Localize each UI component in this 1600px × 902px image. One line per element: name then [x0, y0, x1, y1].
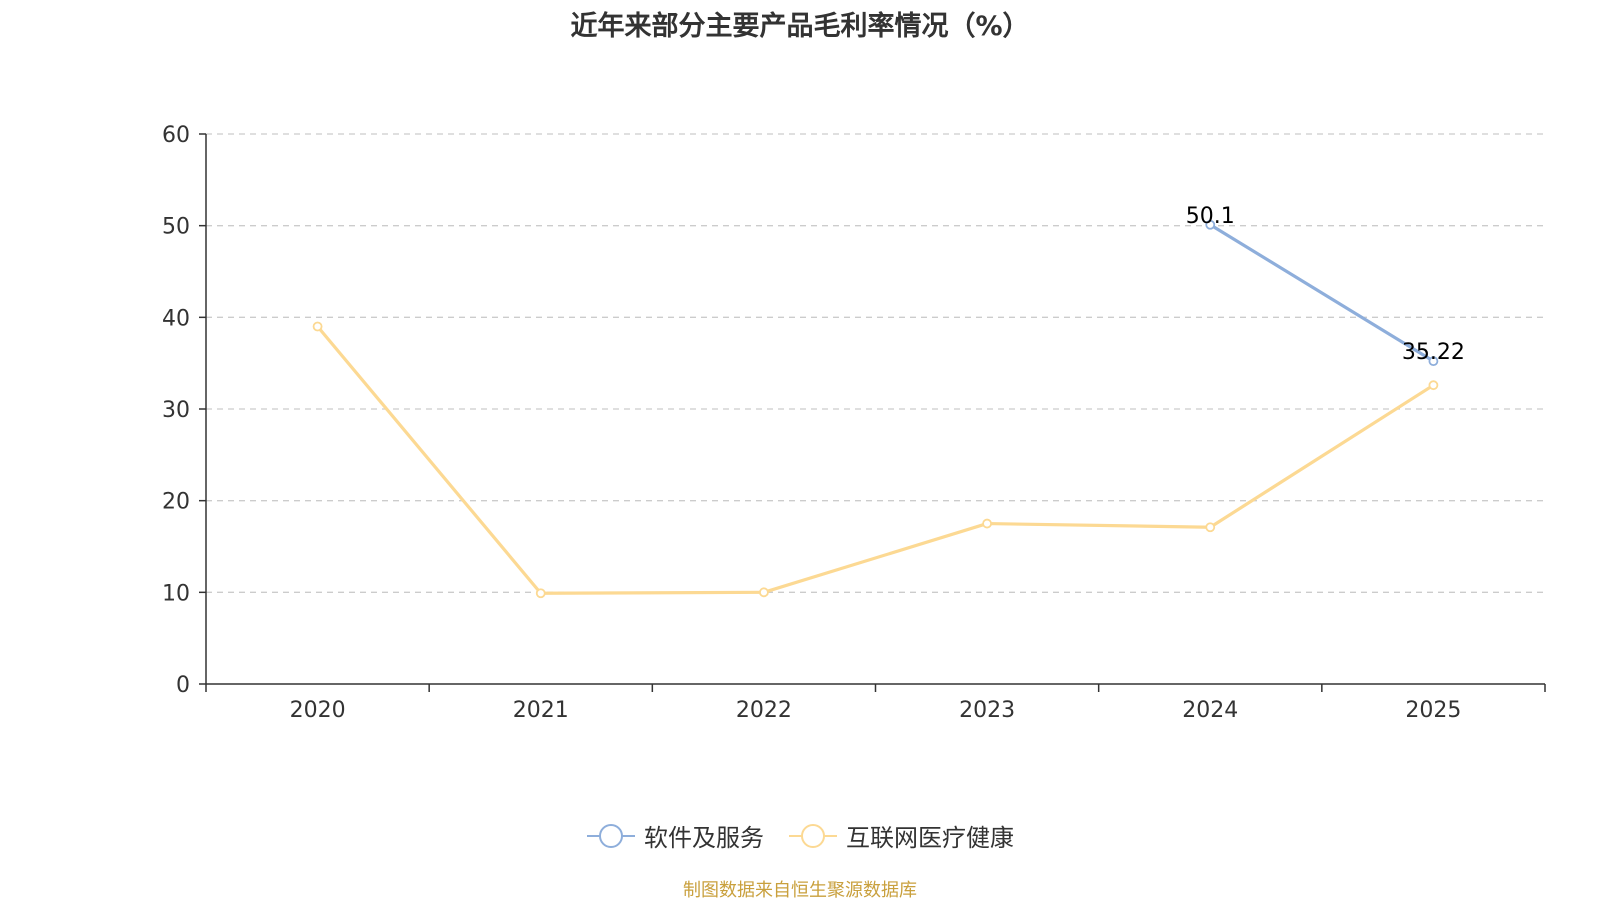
- x-tick-label: 2021: [513, 698, 569, 723]
- x-tick-label: 2025: [1405, 698, 1461, 723]
- series-layer: [312, 219, 1439, 599]
- legend-label: 软件及服务: [644, 824, 764, 852]
- data-point: [759, 587, 769, 598]
- data-point: [312, 321, 323, 332]
- x-tick-label: 2020: [290, 698, 346, 723]
- data-label: 35.22: [1402, 340, 1465, 365]
- series-line-1: [315, 324, 1436, 595]
- legend-circle: [599, 823, 623, 848]
- x-tick-label: 2024: [1182, 698, 1238, 723]
- y-tick-label: 60: [162, 123, 190, 148]
- legend-marker-icon: [587, 823, 635, 848]
- legend-item-1[interactable]: 互联网医疗健康: [788, 818, 1014, 853]
- legend-item-0[interactable]: 软件及服务: [586, 818, 764, 853]
- data-point: [1428, 380, 1439, 391]
- y-tick-label: 20: [162, 490, 190, 515]
- axes: 0 10 20 30 40 50 60 2020 2021 2022 2023 2024 2025: [162, 123, 1546, 723]
- grid-lines: [206, 133, 1545, 593]
- legend-label: 互联网医疗健康: [846, 824, 1014, 852]
- legend-circle: [801, 823, 825, 848]
- data-point: [1205, 522, 1216, 533]
- legend: 软件及服务 互联网医疗健康: [0, 818, 1600, 853]
- legend-marker-icon: [789, 823, 837, 848]
- y-tick-label: 10: [162, 581, 190, 606]
- chart-title: 近年来部分主要产品毛利率情况（%）: [570, 11, 1030, 42]
- series-line-0: [1208, 223, 1436, 363]
- x-tick-label: 2023: [959, 698, 1015, 723]
- y-tick-label: 50: [162, 215, 190, 240]
- data-point: [535, 588, 546, 599]
- data-label: 50.1: [1186, 204, 1235, 229]
- y-tick-label: 40: [162, 306, 190, 331]
- y-tick-label: 0: [176, 673, 190, 698]
- data-point: [982, 518, 992, 529]
- data-labels: 50.1 35.22: [1186, 204, 1465, 365]
- x-tick-label: 2022: [736, 698, 792, 723]
- y-tick-label: 30: [162, 398, 190, 423]
- data-point: [1205, 219, 1216, 230]
- source-note: 制图数据来自恒生聚源数据库: [683, 880, 917, 901]
- data-point: [1428, 356, 1439, 367]
